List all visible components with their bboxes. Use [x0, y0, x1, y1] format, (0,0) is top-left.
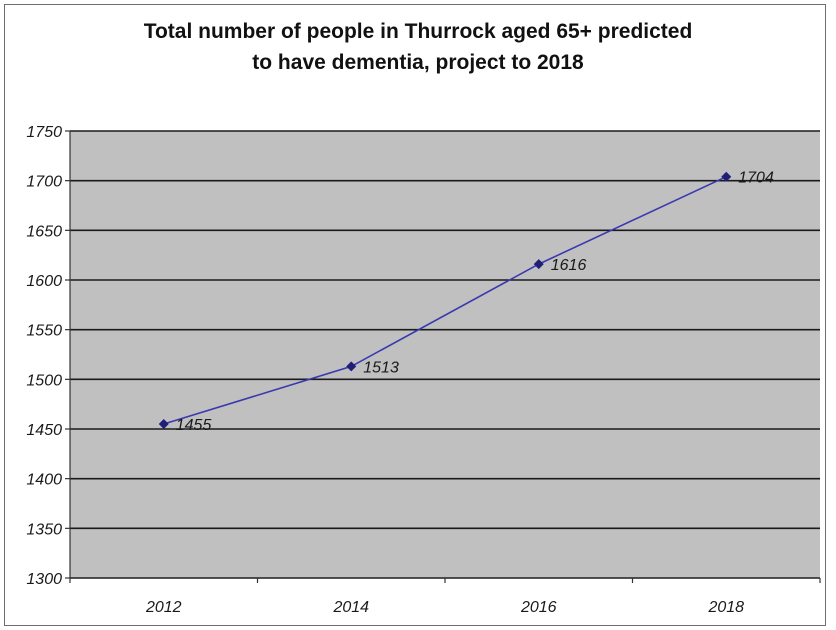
y-tick-label: 1750	[26, 124, 62, 141]
y-tick-label: 1450	[26, 422, 62, 439]
data-label: 1513	[363, 359, 399, 376]
data-point-marker	[346, 361, 357, 372]
y-tick-label: 1400	[26, 472, 62, 489]
plot-area	[70, 131, 820, 578]
x-tick-label: 2012	[145, 599, 182, 616]
x-tick-label: 2014	[332, 599, 369, 616]
series-line	[163, 175, 727, 425]
data-label: 1455	[176, 417, 212, 434]
chart-title-line-2: to have dementia, project to 2018	[252, 51, 584, 74]
y-tick-label: 1600	[26, 273, 62, 290]
data-label: 1704	[738, 170, 774, 187]
x-tick-label: 2016	[520, 599, 557, 616]
y-tick-label: 1550	[26, 323, 62, 340]
data-point-marker	[158, 419, 169, 430]
y-tick-label: 1300	[26, 571, 62, 588]
y-tick-label: 1350	[26, 521, 62, 538]
y-tick-label: 1700	[26, 174, 62, 191]
chart-title-line-1: Total number of people in Thurrock aged …	[143, 20, 693, 43]
x-tick-label: 2018	[707, 599, 744, 616]
y-tick-label: 1650	[26, 223, 62, 240]
y-tick-label: 1500	[26, 372, 62, 389]
data-label: 1616	[551, 257, 587, 274]
data-point-marker	[721, 171, 732, 182]
data-point-marker	[533, 259, 544, 270]
chart-title: Total number of people in Thurrock aged …	[0, 16, 836, 78]
